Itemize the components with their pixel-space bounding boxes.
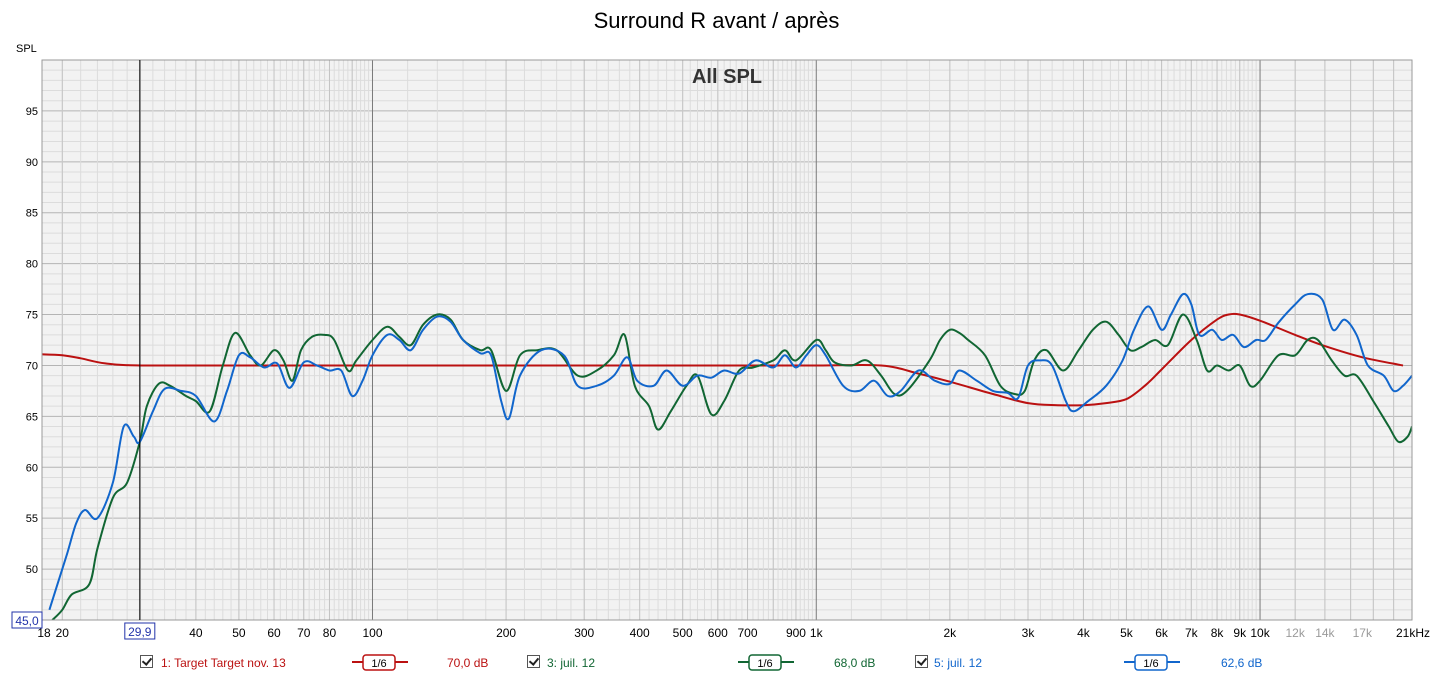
x-tick-label: 500 [673,626,693,640]
y-tick-label: 65 [26,411,38,423]
legend-value-s3: 68,0 dB [834,656,876,670]
y-tick-label: 75 [26,310,38,322]
x-tick-label: 100 [362,626,382,640]
x-tick-label: 3k [1022,626,1036,640]
legend-label-s5: 5: juil. 12 [934,656,983,670]
y-tick-label: 55 [26,513,38,525]
series-line-s1 [42,312,1404,407]
legend-item-s1: 1: Target Target nov. 13 1/6 70,0 dB [140,652,500,674]
y-tick-label: 85 [26,208,38,220]
legend-checkbox-s1[interactable] [140,655,153,668]
x-tick-label: 12k [1286,626,1306,640]
plot-background [42,60,1412,620]
legend-item-s3: 3: juil. 12 1/6 68,0 dB [527,652,887,674]
legend-label-s1: 1: Target Target nov. 13 [161,656,286,670]
legend-smoothing-s5: 1/6 [1143,658,1158,670]
x-tick-label: 600 [708,626,728,640]
y-axis-label: SPL [16,43,37,55]
x-tick-label: 700 [738,626,758,640]
x-tick-label: 900 [786,626,806,640]
x-tick-label: 10k [1250,626,1270,640]
x-tick-label: 200 [496,626,516,640]
legend-value-s1: 70,0 dB [447,656,489,670]
cursor-x-readout: 29,9 [124,622,156,640]
x-ticks: 18 20 40 50 60 70 80 100 200 300 400 500 600 700 900 1k… [37,626,1430,640]
legend-swatch-s1[interactable]: 1/6 [350,653,410,671]
x-tick-label: 17k [1353,626,1373,640]
x-tick-label: 20 [56,626,70,640]
y-ticks: 50 55 60 65 70 75 80 85 90 95 [26,106,38,576]
legend-label-s3: 3: juil. 12 [547,656,596,670]
x-tick-label: 50 [232,626,246,640]
plot-frame [41,59,1413,621]
legend-swatch-s5[interactable]: 1/6 [1122,653,1182,671]
legend-swatch-s3[interactable]: 1/6 [736,653,796,671]
x-tick-label: 14k [1315,626,1335,640]
x-tick-label: 40 [189,626,203,640]
legend-value-s5: 62,6 dB [1221,656,1263,670]
x-tick-label: 400 [630,626,650,640]
chart-title: Surround R avant / après [593,8,840,33]
legend-item-s5: 5: juil. 12 1/6 62,6 dB [915,652,1275,674]
series-line-s5 [48,292,1412,611]
x-tick-label: 70 [297,626,311,640]
x-tick-label: 4k [1077,626,1091,640]
x-tick-label: 1k [810,626,824,640]
chart-subtitle: All SPL [692,66,762,88]
legend-smoothing-s3: 1/6 [757,658,772,670]
y-tick-label: 70 [26,360,38,372]
y-tick-label: 80 [26,259,38,271]
series-line-s3 [51,313,1412,620]
y-tick-label: 90 [26,157,38,169]
x-tick-label: 80 [323,626,337,640]
x-tick-label: 8k [1211,626,1225,640]
curves [42,292,1412,620]
x-tick-label: 18 [37,626,51,640]
x-tick-label: 60 [267,626,281,640]
legend-checkbox-s5[interactable] [915,655,928,668]
legend-checkbox-s3[interactable] [527,655,540,668]
x-tick-label: 7k [1185,626,1199,640]
x-tick-label: 300 [574,626,594,640]
x-tick-label: 6k [1155,626,1169,640]
cursor-y-readout: 45,0 [11,611,43,629]
y-tick-label: 60 [26,462,38,474]
y-tick-label: 50 [26,564,38,576]
legend-smoothing-s1: 1/6 [371,658,386,670]
x-tick-label: 2k [944,626,958,640]
cursor-x-label: 29,9 [128,625,152,639]
y-tick-label: 95 [26,106,38,118]
x-tick-label: 9k [1233,626,1247,640]
cursor-y-label: 45,0 [15,614,39,628]
x-tick-label: 5k [1120,626,1134,640]
x-tick-label: 21kHz [1396,626,1430,640]
